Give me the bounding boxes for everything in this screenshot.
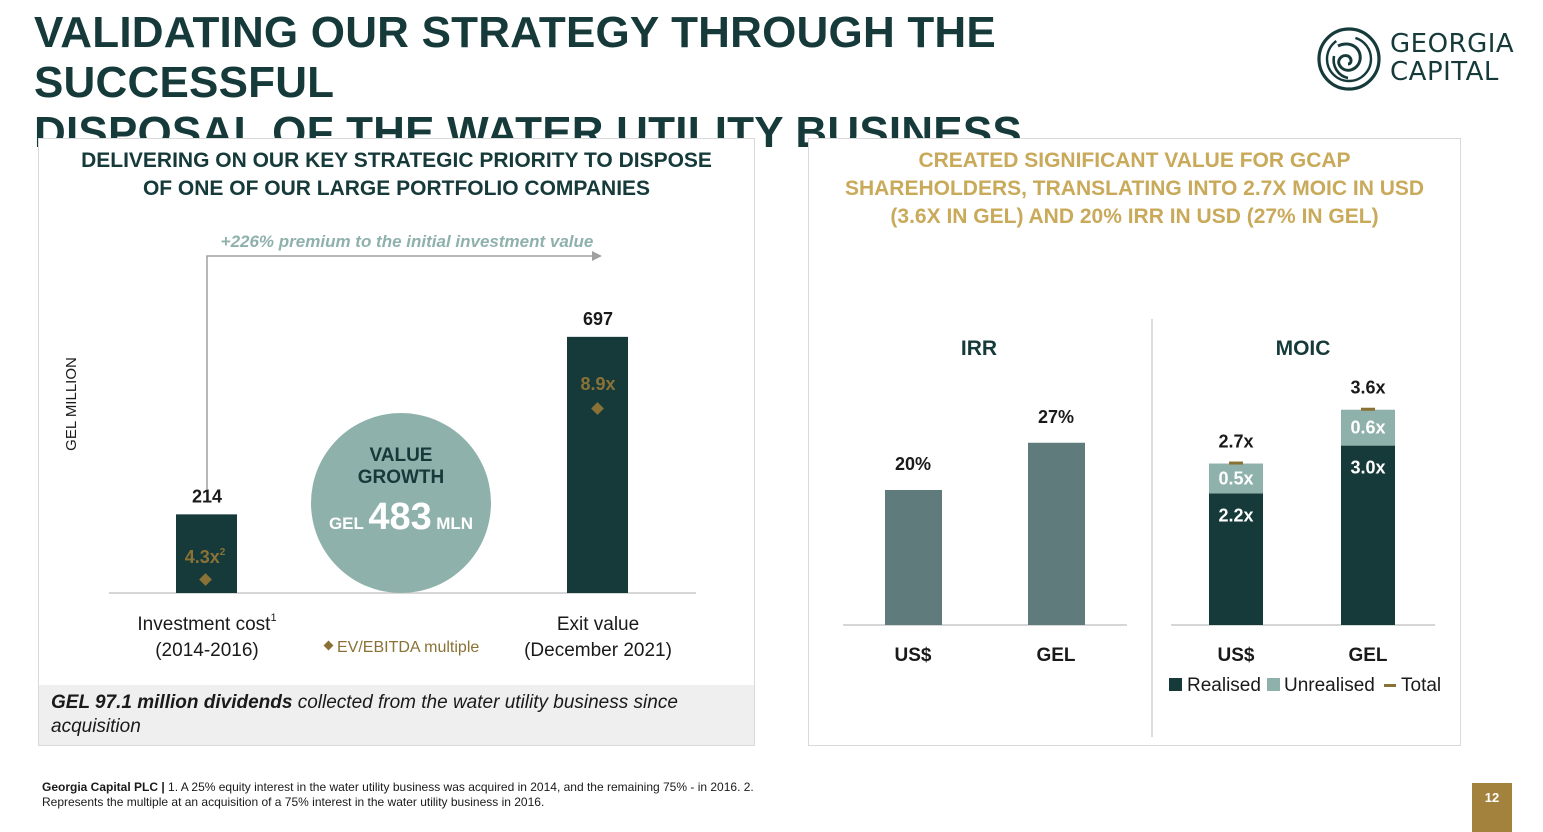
moic-total-label-usd: 2.7x [1218,432,1253,452]
right-panel: CREATED SIGNIFICANT VALUE FOR GCAP SHARE… [808,138,1461,746]
legend-realised-label: Realised [1187,675,1261,696]
dividends-note-text: collected from the water utility busines… [51,692,678,737]
legend-ev-ebitda-marker [323,640,334,651]
value-growth-line1: VALUE [370,445,433,466]
irr-title: IRR [961,337,997,360]
moic-realised-label-gel: 3.0x [1350,458,1385,478]
footnote-company: Georgia Capital PLC | [42,780,165,794]
logo-text: GEORGIA CAPITAL [1390,30,1514,86]
moic-realised-label-usd: 2.2x [1218,505,1253,525]
value-growth-amount: GEL 483 MLN [329,496,473,538]
right-heading-line1: CREATED SIGNIFICANT VALUE FOR GCAP [918,149,1351,172]
multiple-investment: 4.3x [185,547,220,567]
irr-value-usd: 20% [895,454,931,474]
irr-category-usd: US$ [895,645,932,666]
returns-chart: IRR 20% 27% US$ GEL MOIC 2.2x 0.5x 2.7x … [843,319,1441,737]
value-growth-line2: GROWTH [358,467,445,488]
dividends-note: GEL 97.1 million dividends collected fro… [39,685,754,745]
multiple-label-investment: 4.3x2 [185,547,226,567]
multiple-label-exit: 8.9x [580,374,615,394]
y-axis-label: GEL MILLION [63,357,80,451]
moic-unrealised-label-usd: 0.5x [1218,468,1253,488]
category-label-investment: Investment cost1 [137,612,276,635]
irr-value-gel: 27% [1038,407,1074,427]
bar-exit-value [567,336,628,593]
left-heading-line1: DELIVERING ON OUR KEY STRATEGIC PRIORITY… [81,149,712,172]
value-growth-number: 483 [368,496,431,538]
moic-title: MOIC [1276,337,1331,360]
legend-ev-ebitda-label: EV/EBITDA multiple [337,639,479,656]
premium-arrow [206,255,594,489]
category-sublabel-investment: (2014-2016) [155,640,259,661]
premium-arrow-head [592,251,602,261]
right-heading-line2: SHAREHOLDERS, TRANSLATING INTO 2.7X MOIC… [844,177,1425,200]
moic-category-gel: GEL [1348,645,1387,666]
right-heading-line3: (3.6X IN GEL) AND 20% IRR IN USD (27% IN… [890,205,1379,228]
legend-unrealised-label: Unrealised [1284,675,1375,696]
moic-unrealised-bar-gel [1341,409,1395,446]
right-panel-heading: CREATED SIGNIFICANT VALUE FOR GCAP SHARE… [809,147,1460,231]
value-growth-prefix: GEL [329,514,364,533]
value-label-exit: 697 [583,309,613,329]
moic-realised-bar-gel [1341,445,1395,625]
value-growth-circle [311,413,491,593]
moic-total-marker-gel [1361,407,1375,411]
left-panel-heading: DELIVERING ON OUR KEY STRATEGIC PRIORITY… [39,147,754,203]
value-label-investment: 214 [192,486,222,506]
left-panel: DELIVERING ON OUR KEY STRATEGIC PRIORITY… [38,138,755,746]
logo-mark-icon [1317,27,1381,91]
irr-bar-gel [1028,442,1085,625]
moic-realised-bar-usd [1209,493,1263,625]
category-label-exit: Exit value [557,614,639,635]
irr-bar-usd [885,490,942,625]
moic-category-usd: US$ [1218,645,1255,666]
moic-total-label-gel: 3.6x [1350,378,1385,398]
georgia-capital-logo: GEORGIA CAPITAL [1316,24,1516,94]
legend-unrealised-swatch [1267,678,1280,691]
page-number: 12 [1472,783,1512,832]
value-growth-suffix: MLN [436,514,473,533]
legend-total-swatch [1384,684,1396,687]
investment-chart: +226% premium to the initial investment … [63,232,696,661]
page-title: VALIDATING OUR STRATEGY THROUGH THE SUCC… [34,8,1304,158]
moic-unrealised-label-gel: 0.6x [1350,418,1385,438]
moic-total-marker-usd [1229,461,1243,465]
category-sublabel-exit: (December 2021) [524,640,672,661]
left-heading-line2: OF ONE OF OUR LARGE PORTFOLIO COMPANIES [142,177,651,200]
footnote: Georgia Capital PLC | 1. A 25% equity in… [42,780,762,810]
category-investment: Investment cost [137,614,271,635]
multiple-investment-note: 2 [220,547,226,558]
footnote-text: 1. A 25% equity interest in the water ut… [42,780,754,809]
moic-unrealised-bar-usd [1209,463,1263,494]
page-title-line1: VALIDATING OUR STRATEGY THROUGH THE SUCC… [34,8,996,107]
legend-total-label: Total [1401,675,1441,696]
dividends-note-bold: GEL 97.1 million dividends [51,692,293,713]
logo-line1: GEORGIA [1390,29,1515,59]
irr-category-gel: GEL [1036,645,1075,666]
legend-realised-swatch [1169,678,1182,691]
premium-label: +226% premium to the initial investment … [221,232,594,251]
category-investment-note: 1 [270,612,276,624]
logo-line2: CAPITAL [1390,57,1499,87]
